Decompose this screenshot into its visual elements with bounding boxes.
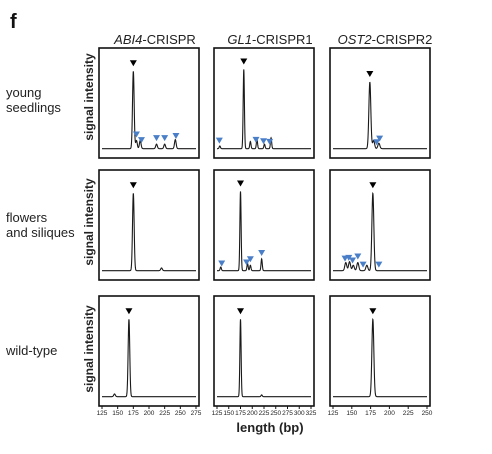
x-tick-label: 250 [175, 410, 186, 417]
row-label-flowers-siliques: flowers and siliques [6, 210, 75, 240]
variant-peak-marker [215, 137, 223, 144]
variant-peak-marker [246, 256, 254, 263]
x-tick-label: 275 [191, 410, 202, 417]
variant-peak-marker [345, 254, 353, 261]
x-tick-label: 275 [282, 410, 293, 417]
x-tick-label: 175 [128, 410, 139, 417]
signal-trace [102, 193, 196, 272]
x-tick-label: 125 [212, 410, 223, 417]
y-axis-label-row-3: signal intensity [82, 305, 96, 393]
panel-frame [213, 295, 315, 407]
main-peak-marker [129, 60, 137, 67]
x-tick-label: 200 [247, 410, 258, 417]
x-axis-label: length (bp) [236, 420, 303, 435]
variant-peak-marker [373, 139, 381, 146]
panel-frame [98, 169, 200, 281]
variant-peak-marker [354, 253, 362, 260]
main-peak-marker [237, 308, 244, 315]
x-tick-label: 125 [97, 410, 108, 417]
signal-trace [333, 317, 427, 398]
column-header-ost2: OST2-CRISPR2 [338, 32, 433, 47]
variant-peak-marker [359, 261, 367, 268]
x-tick-label: 250 [270, 410, 281, 417]
signal-trace [333, 81, 427, 150]
panel-frame [98, 47, 200, 159]
x-tick-label: 150 [112, 410, 123, 417]
chart-panels: 125 150 175 200 225 250 275 125 150 175 200 225 250 2… [97, 47, 433, 417]
main-peak-marker [129, 182, 137, 189]
x-tick-label: 225 [403, 410, 414, 417]
column-header-gl1: GL1-CRISPR1 [227, 32, 312, 47]
x-tick-label: 300 [294, 410, 305, 417]
x-tick-label: 250 [422, 410, 433, 417]
column-header-abi4: ABI4-CRISPR [113, 32, 196, 47]
panel-frame [329, 47, 431, 159]
panel-frame [329, 295, 431, 407]
row-label-wild-type: wild-type [5, 343, 57, 358]
x-tick-label: 225 [259, 410, 270, 417]
panel-frame [98, 295, 200, 407]
signal-trace [217, 191, 311, 272]
x-tick-label: 125 [328, 410, 339, 417]
variant-peak-marker [252, 136, 260, 143]
variant-peak-marker [218, 260, 226, 267]
x-tick-label: 225 [159, 410, 170, 417]
signal-trace [102, 71, 196, 150]
signal-trace [217, 69, 311, 150]
signal-trace [333, 191, 427, 272]
panel-letter: f [10, 11, 17, 33]
variant-peak-marker [161, 135, 169, 142]
signal-trace [217, 319, 311, 398]
panel-frame [213, 169, 315, 281]
variant-peak-marker [375, 261, 383, 268]
x-tick-label: 150 [346, 410, 357, 417]
variant-peak-marker [172, 132, 180, 139]
variant-peak-marker [376, 135, 384, 142]
x-tick-label: 175 [235, 410, 246, 417]
x-tick-label: 200 [384, 410, 395, 417]
variant-peak-marker [260, 138, 268, 145]
panel-frame [329, 169, 431, 281]
main-peak-marker [369, 308, 377, 315]
variant-peak-marker [349, 257, 357, 264]
x-tick-label: 175 [365, 410, 376, 417]
variant-peak-marker [266, 138, 274, 145]
signal-trace [102, 319, 196, 398]
main-peak-marker [237, 180, 244, 187]
main-peak-marker [125, 308, 133, 315]
main-peak-marker [240, 58, 248, 65]
x-tick-label: 325 [306, 410, 317, 417]
x-tick-label: 150 [223, 410, 234, 417]
x-tick-label: 200 [144, 410, 155, 417]
panel-frame [213, 47, 315, 159]
y-axis-label-row-1: signal intensity [82, 53, 96, 141]
main-peak-marker [369, 182, 377, 189]
variant-peak-marker [243, 259, 251, 266]
main-peak-marker [366, 71, 374, 78]
variant-peak-marker [132, 131, 140, 138]
y-axis-label-row-2: signal intensity [82, 178, 96, 266]
row-label-young-seedlings: young seedlings [6, 85, 61, 115]
variant-peak-marker [258, 249, 266, 256]
variant-peak-marker [137, 137, 145, 144]
variant-peak-marker [153, 135, 161, 142]
